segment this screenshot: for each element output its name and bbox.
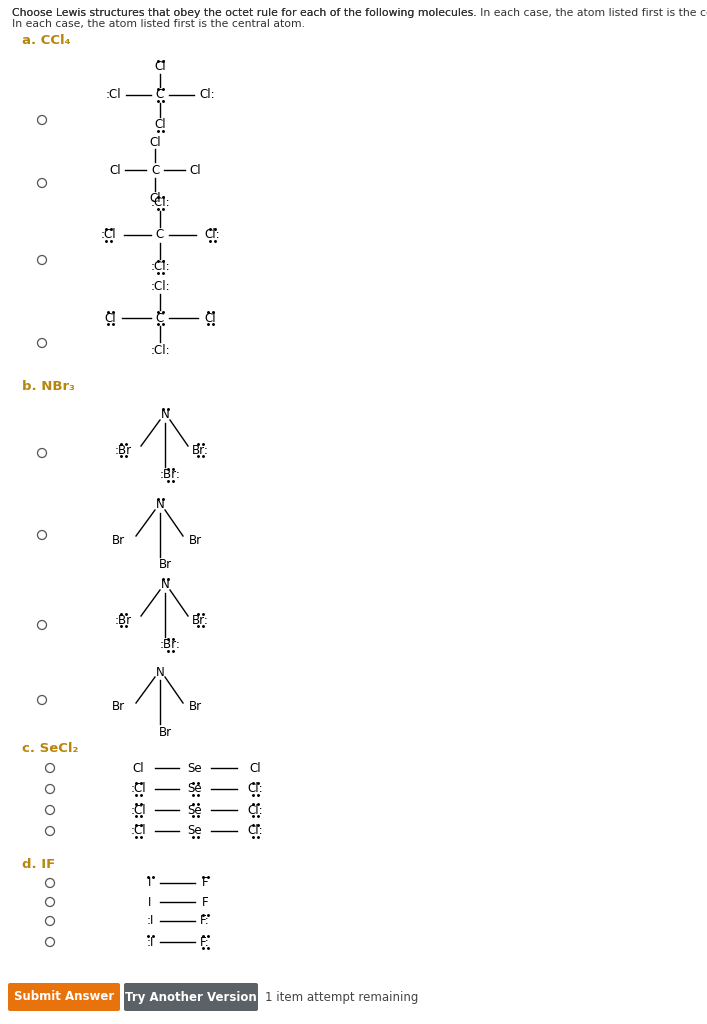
Text: :Cl:: :Cl: [150, 280, 170, 293]
Text: Choose Lewis structures that obey the octet rule for each of the following molec: Choose Lewis structures that obey the oc… [12, 8, 707, 18]
Text: C: C [156, 311, 164, 325]
FancyBboxPatch shape [8, 983, 120, 1011]
Text: Cl: Cl [154, 119, 166, 131]
Text: Se: Se [187, 804, 202, 816]
Text: Cl: Cl [149, 191, 160, 205]
Text: Br: Br [189, 700, 201, 714]
Text: b. NBr₃: b. NBr₃ [22, 380, 75, 393]
Text: F: F [201, 896, 209, 908]
Text: Cl: Cl [149, 135, 160, 148]
Text: Cl: Cl [204, 311, 216, 325]
Text: Se: Se [187, 824, 202, 838]
Text: Br: Br [158, 558, 172, 571]
Text: :Br:: :Br: [160, 639, 180, 651]
Text: :Br:: :Br: [160, 469, 180, 481]
Text: :Cl: :Cl [130, 782, 146, 796]
Text: d. IF: d. IF [22, 858, 55, 871]
Text: N: N [156, 499, 164, 512]
Text: Se: Se [187, 762, 202, 774]
Text: :Cl: :Cl [105, 88, 121, 101]
Text: :Cl: :Cl [130, 804, 146, 816]
Text: F: F [201, 877, 209, 890]
Text: Cl:: Cl: [204, 228, 220, 242]
Text: Br: Br [158, 725, 172, 738]
Text: :Cl:: :Cl: [150, 197, 170, 210]
Text: Cl: Cl [249, 762, 261, 774]
Text: :I: :I [146, 936, 153, 948]
Text: :Br: :Br [115, 443, 132, 457]
Text: N: N [160, 579, 170, 592]
Text: Choose Lewis structures that obey the octet rule for each of the following molec: Choose Lewis structures that obey the oc… [12, 8, 477, 18]
Text: C: C [156, 88, 164, 101]
FancyBboxPatch shape [124, 983, 258, 1011]
Text: Submit Answer: Submit Answer [14, 990, 114, 1004]
Text: N: N [156, 666, 164, 679]
Text: Cl:: Cl: [247, 824, 263, 838]
Text: :Cl: :Cl [100, 228, 116, 242]
Text: Cl:: Cl: [247, 782, 263, 796]
Text: Br: Br [189, 534, 201, 547]
Text: :Br: :Br [115, 613, 132, 627]
Text: Br:: Br: [192, 613, 209, 627]
Text: :Cl:: :Cl: [150, 260, 170, 273]
Text: Cl: Cl [189, 164, 201, 176]
Text: N: N [160, 409, 170, 422]
Text: Cl:: Cl: [247, 804, 263, 816]
Text: :I: :I [146, 914, 153, 928]
Text: F:: F: [200, 914, 210, 928]
Text: Cl:: Cl: [199, 88, 215, 101]
Text: Cl: Cl [109, 164, 121, 176]
Text: 1 item attempt remaining: 1 item attempt remaining [265, 990, 419, 1004]
Text: In each case, the atom listed first is the central atom.: In each case, the atom listed first is t… [12, 19, 305, 29]
Text: Br: Br [112, 534, 124, 547]
Text: a. CCl₄: a. CCl₄ [22, 34, 71, 47]
Text: :Cl:: :Cl: [150, 343, 170, 356]
Text: Br: Br [112, 700, 124, 714]
Text: F:: F: [200, 936, 210, 948]
Text: c. SeCl₂: c. SeCl₂ [22, 742, 78, 755]
Text: C: C [151, 164, 159, 176]
Text: Cl: Cl [104, 311, 116, 325]
Text: :Cl: :Cl [130, 824, 146, 838]
Text: Try Another Version: Try Another Version [125, 990, 257, 1004]
Text: Br:: Br: [192, 443, 209, 457]
Text: Cl: Cl [154, 60, 166, 74]
Text: Cl: Cl [132, 762, 144, 774]
Text: C: C [156, 228, 164, 242]
Text: I: I [148, 896, 152, 908]
Text: I: I [148, 877, 152, 890]
Text: Se: Se [187, 782, 202, 796]
